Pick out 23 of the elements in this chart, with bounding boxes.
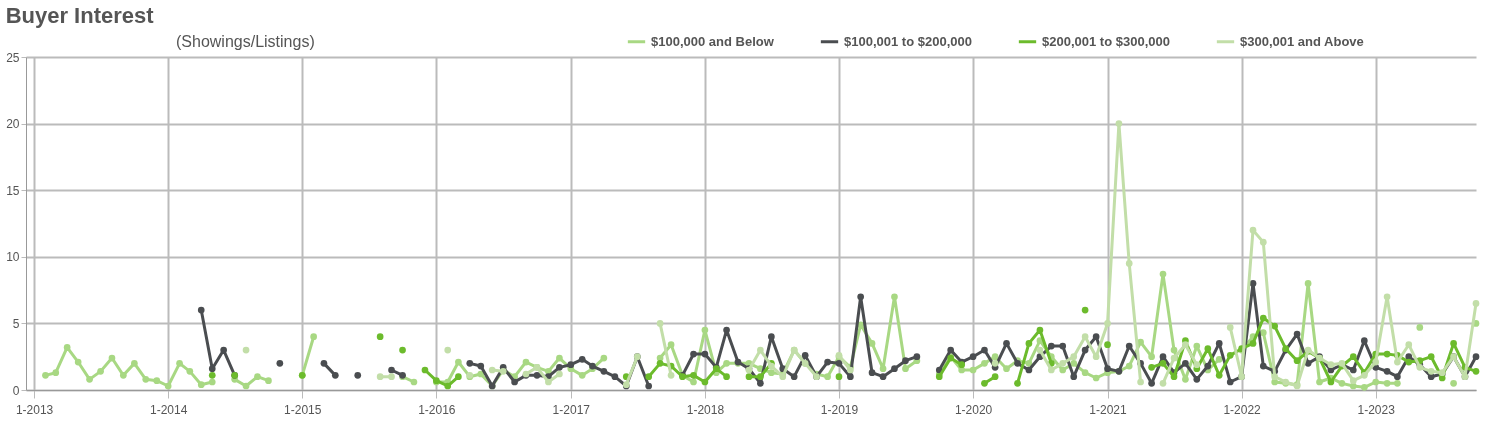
y-tick-label: 5 — [12, 316, 20, 331]
chart-subtitle: (Showings/Listings) — [176, 33, 315, 50]
x-tick-label: 1-2015 — [284, 402, 322, 417]
x-tick-label: 1-2013 — [15, 402, 54, 417]
y-tick-label: 25 — [6, 50, 20, 65]
legend-label: $100,000 and Below — [651, 33, 775, 49]
legend-label: $300,001 and Above — [1240, 33, 1364, 49]
x-tick-label: 1-2016 — [418, 402, 456, 417]
legend-label: $200,001 to $300,000 — [1042, 33, 1170, 49]
x-tick-label: 1-2018 — [686, 402, 725, 417]
y-tick-label: 20 — [6, 117, 20, 132]
x-tick-label: 1-2019 — [820, 402, 859, 417]
chart-title: Buyer Interest — [5, 3, 155, 28]
x-tick-label: 1-2023 — [1357, 402, 1396, 417]
legend-label: $100,001 to $200,000 — [844, 33, 972, 49]
x-tick-label: 1-2020 — [954, 402, 993, 417]
y-tick-label: 15 — [6, 183, 20, 198]
y-tick-label: 10 — [6, 250, 20, 265]
x-tick-label: 1-2022 — [1223, 402, 1262, 417]
x-tick-label: 1-2014 — [149, 402, 188, 417]
x-tick-label: 1-2021 — [1089, 402, 1128, 417]
x-tick-label: 1-2017 — [552, 402, 591, 417]
y-tick-label: 0 — [12, 383, 20, 398]
